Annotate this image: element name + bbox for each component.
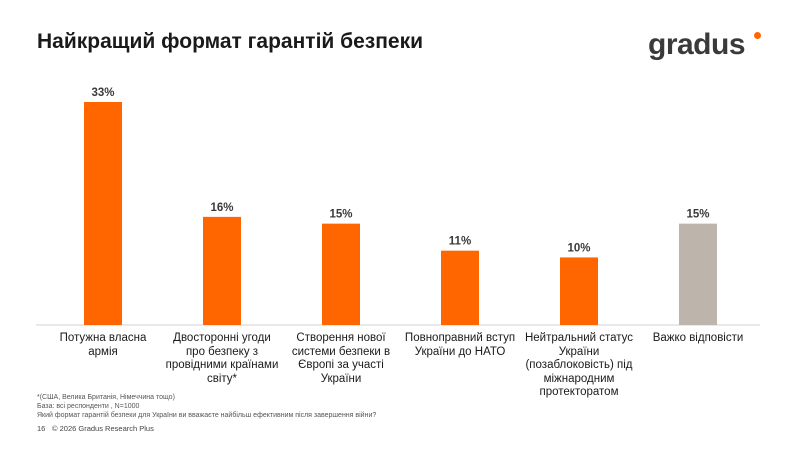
category-label-3: Створення нової системи безпеки в Європі… [291, 332, 391, 385]
bar-value-label-1: 33% [91, 87, 114, 99]
page-number: 16 [37, 424, 46, 433]
bar-2 [203, 216, 241, 325]
page-title: Найкращий формат гарантій безпеки [37, 30, 424, 53]
category-label-4: Повноправний вступ України до НАТО [404, 332, 516, 358]
bar-value-label-4: 11% [449, 236, 471, 248]
bar-value-label-2: 16% [210, 202, 233, 214]
brand-logo: gradus [648, 28, 746, 61]
category-label-2: Двосторонні угоди про безпеку з провідни… [165, 332, 279, 385]
bar-6 [679, 223, 717, 325]
category-label-1: Потужна власна армія [59, 332, 147, 358]
category-label-6: Важко відповісти [652, 332, 744, 344]
bar-4 [441, 250, 479, 325]
category-label-5: Нейтральний статус України (позаблоковіс… [524, 332, 634, 398]
bar-value-label-5: 10% [567, 242, 590, 254]
bar-1 [84, 102, 122, 325]
footnote-base: База: всі респонденти , N=1000 [37, 403, 140, 410]
bar-3 [322, 223, 360, 325]
bar-value-label-3: 15% [329, 209, 352, 221]
logo-dot-icon [754, 32, 761, 39]
footnote-question: Який формат гарантій безпеки для України… [37, 412, 377, 419]
bar-value-label-6: 15% [686, 209, 709, 221]
copyright: © 2026 Gradus Research Plus [52, 424, 154, 433]
bar-5 [560, 257, 598, 325]
footnote-note: *(США, Велика Британія, Німеччина тощо) [37, 394, 175, 401]
